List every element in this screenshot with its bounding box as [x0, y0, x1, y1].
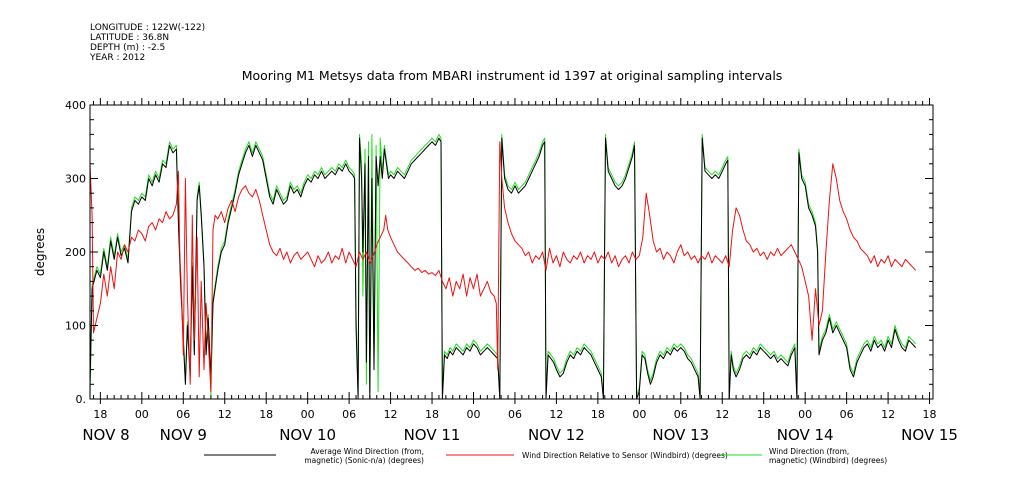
- legend-label-3: Wind Direction (from,: [769, 447, 849, 456]
- date-label: NOV 14: [777, 426, 834, 444]
- metadata-year: YEAR : 2012: [89, 53, 145, 63]
- y-tick-label: 200: [65, 246, 86, 259]
- legend: Average Wind Direction (from,magnetic) (…: [204, 447, 887, 465]
- date-label: NOV 8: [82, 426, 129, 444]
- metadata-depth: DEPTH (m) : -2.5: [90, 43, 165, 53]
- axis-layer: 0. 100 200 300 400 18 00 06 12 18 00 06 12 18 00 06 12 18…: [65, 98, 958, 444]
- x-tick-label: 18: [259, 408, 273, 421]
- legend-label-1: Average Wind Direction (from,: [311, 447, 424, 456]
- legend-label-2: Wind Direction Relative to Sensor (Windb…: [522, 451, 728, 460]
- series-layer: [89, 133, 917, 400]
- y-tick-label: 0.: [76, 393, 87, 406]
- x-tick-label: 00: [798, 408, 812, 421]
- x-tick-label: 12: [715, 408, 729, 421]
- series-line-1: [89, 137, 917, 400]
- x-tick-label: 06: [342, 408, 356, 421]
- x-tick-label: 18: [425, 408, 439, 421]
- plot-frame: [89, 104, 934, 400]
- metadata-block: LONGITUDE : 122W(-122) LATITUDE : 36.8N …: [89, 23, 205, 63]
- series-line-3: [89, 133, 917, 400]
- x-tick-label: 06: [508, 408, 522, 421]
- x-tick-label: 18: [93, 408, 107, 421]
- metadata-latitude: LATITUDE : 36.8N: [90, 33, 169, 43]
- date-label: NOV 15: [901, 426, 958, 444]
- x-tick-label: 18: [591, 408, 605, 421]
- x-tick-label: 06: [176, 408, 190, 421]
- x-tick-label: 00: [135, 408, 149, 421]
- x-tick-label: 12: [384, 408, 398, 421]
- x-tick-label: 12: [549, 408, 563, 421]
- y-tick-label: 100: [65, 320, 86, 333]
- metadata-longitude: LONGITUDE : 122W(-122): [90, 23, 205, 33]
- date-label: NOV 12: [528, 426, 585, 444]
- y-tick-label: 300: [65, 173, 86, 186]
- x-tick-label: 18: [757, 408, 771, 421]
- legend-label-1: magnetic) (Sonic-n/a) (degrees): [304, 456, 424, 465]
- series-line-2: [89, 141, 917, 393]
- date-label: NOV 9: [160, 426, 207, 444]
- x-tick-label: 06: [840, 408, 854, 421]
- x-tick-label: 00: [301, 408, 315, 421]
- date-label: NOV 11: [404, 426, 461, 444]
- chart-title: Mooring M1 Metsys data from MBARI instru…: [242, 68, 783, 83]
- x-tick-label: 00: [466, 408, 480, 421]
- x-tick-label: 12: [218, 408, 232, 421]
- legend-label-3: magnetic) (Windbird) (degrees): [769, 456, 887, 465]
- y-axis-label: degrees: [33, 228, 47, 276]
- date-label: NOV 10: [279, 426, 336, 444]
- x-tick-label: 18: [923, 408, 937, 421]
- x-tick-label: 12: [881, 408, 895, 421]
- date-label: NOV 13: [652, 426, 709, 444]
- x-tick-label: 00: [632, 408, 646, 421]
- y-tick-label: 400: [65, 99, 86, 112]
- x-tick-label: 06: [674, 408, 688, 421]
